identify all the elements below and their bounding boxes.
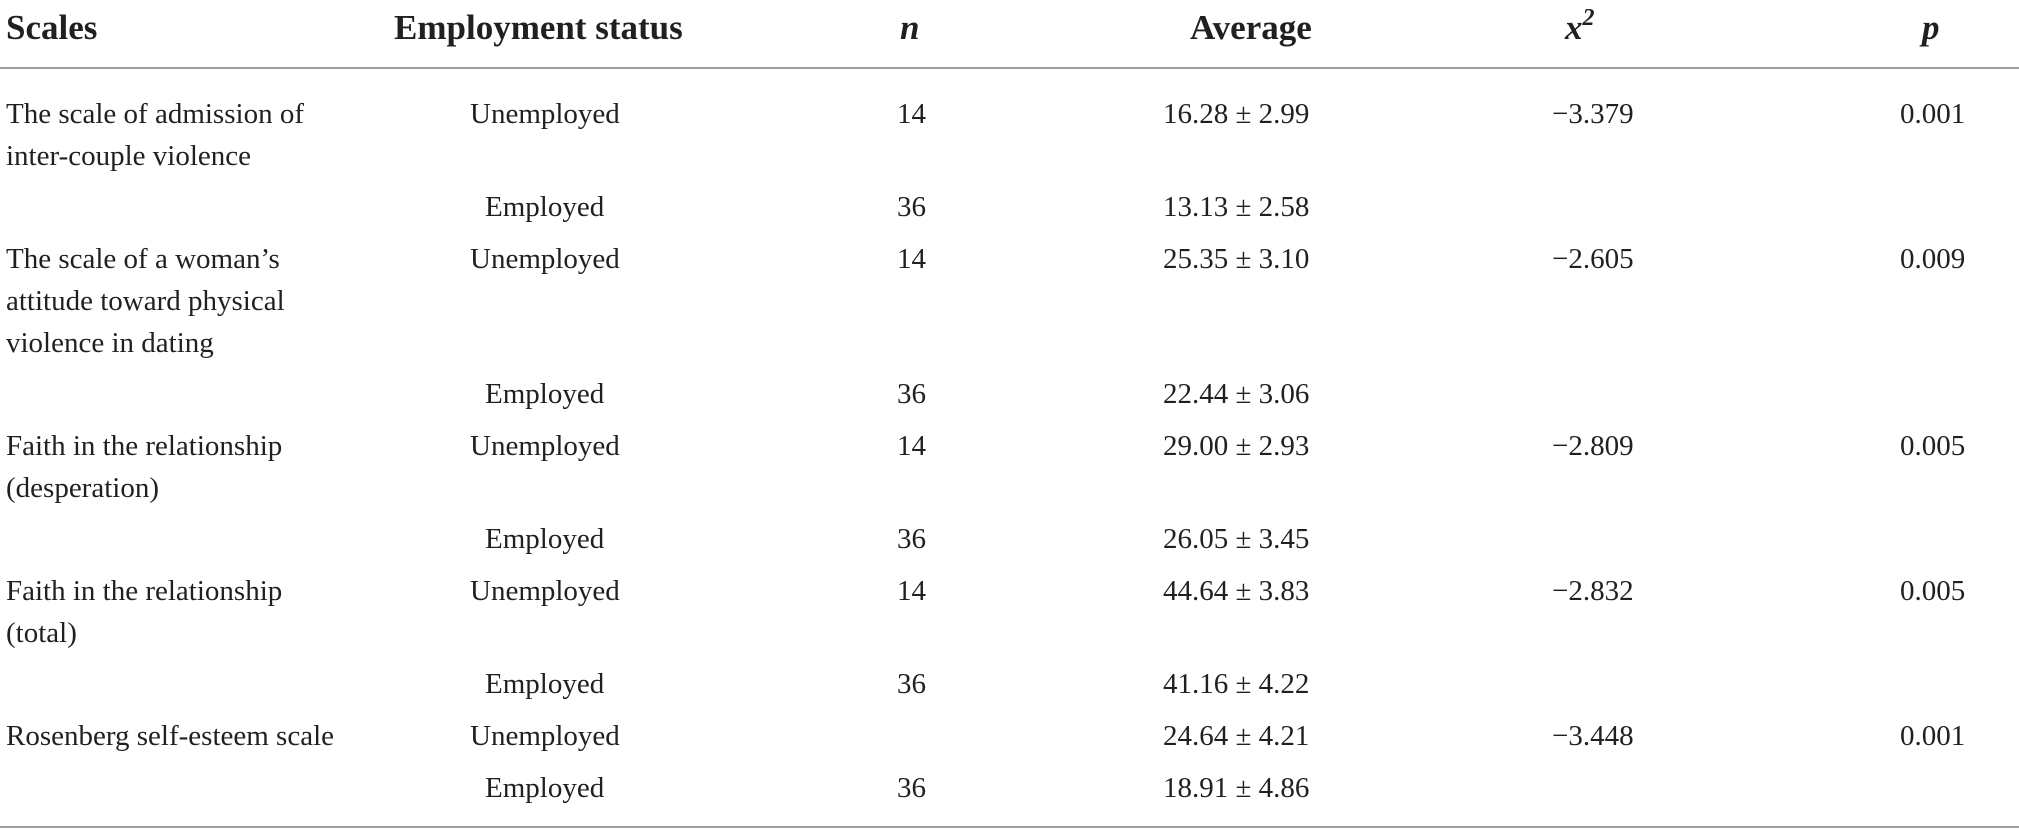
employment-status-cell: Employed xyxy=(485,772,605,804)
x2-cell: −2.809 xyxy=(1552,430,1634,462)
n-cell: 36 xyxy=(897,772,926,804)
average-cell: 29.00 ± 2.93 xyxy=(1163,430,1310,462)
p-cell: 0.001 xyxy=(1900,720,1966,752)
header-p: p xyxy=(1922,8,1940,47)
n-cell: 36 xyxy=(897,668,926,700)
n-cell: 36 xyxy=(897,191,926,223)
employment-status-cell: Employed xyxy=(485,668,605,700)
n-cell: 14 xyxy=(897,575,926,607)
average-cell: 44.64 ± 3.83 xyxy=(1163,575,1310,607)
x2-cell: −2.832 xyxy=(1552,575,1634,607)
employment-status-cell: Unemployed xyxy=(470,430,620,462)
average-cell: 26.05 ± 3.45 xyxy=(1163,523,1310,555)
n-cell: 36 xyxy=(897,523,926,555)
average-cell: 16.28 ± 2.99 xyxy=(1163,98,1310,130)
p-cell: 0.005 xyxy=(1900,430,1966,462)
employment-status-cell: Employed xyxy=(485,378,605,410)
average-cell: 18.91 ± 4.86 xyxy=(1163,772,1310,804)
average-cell: 25.35 ± 3.10 xyxy=(1163,243,1310,275)
header-x2: x2 xyxy=(1565,5,1595,54)
employment-status-cell: Unemployed xyxy=(470,98,620,130)
p-cell: 0.001 xyxy=(1900,98,1966,130)
header-rule xyxy=(0,67,2019,69)
x2-cell: −3.448 xyxy=(1552,720,1634,752)
scale-label: Rosenberg self-esteem scale xyxy=(6,720,335,752)
n-cell: 14 xyxy=(897,430,926,462)
header-scales: Scales xyxy=(6,8,98,47)
average-cell: 24.64 ± 4.21 xyxy=(1163,720,1310,752)
scale-label: The scale of a woman’s attitude toward p… xyxy=(6,243,285,359)
scale-label: Faith in the relationship (total) xyxy=(6,575,283,649)
average-cell: 41.16 ± 4.22 xyxy=(1163,668,1310,700)
header-average: Average xyxy=(1190,8,1312,47)
n-cell: 36 xyxy=(897,378,926,410)
p-cell: 0.009 xyxy=(1900,243,1966,275)
n-cell: 14 xyxy=(897,243,926,275)
employment-status-cell: Employed xyxy=(485,191,605,223)
employment-status-cell: Employed xyxy=(485,523,605,555)
bottom-rule xyxy=(0,826,2019,828)
employment-status-cell: Unemployed xyxy=(470,575,620,607)
employment-status-cell: Unemployed xyxy=(470,720,620,752)
n-cell: 14 xyxy=(897,98,926,130)
header-x2-superscript: 2 xyxy=(1582,5,1595,31)
x2-cell: −3.379 xyxy=(1552,98,1634,130)
header-employment-status: Employment status xyxy=(394,8,683,47)
average-cell: 22.44 ± 3.06 xyxy=(1163,378,1310,410)
table-header: Scales Employment status n Average x2 p xyxy=(0,0,2019,68)
header-n: n xyxy=(900,8,920,47)
average-cell: 13.13 ± 2.58 xyxy=(1163,191,1310,223)
p-cell: 0.005 xyxy=(1900,575,1966,607)
scale-label: The scale of admission of inter-couple v… xyxy=(6,98,304,172)
x2-cell: −2.605 xyxy=(1552,243,1634,275)
header-x2-base: x xyxy=(1565,8,1583,47)
employment-status-cell: Unemployed xyxy=(470,243,620,275)
scale-label: Faith in the relationship (desperation) xyxy=(6,430,283,504)
